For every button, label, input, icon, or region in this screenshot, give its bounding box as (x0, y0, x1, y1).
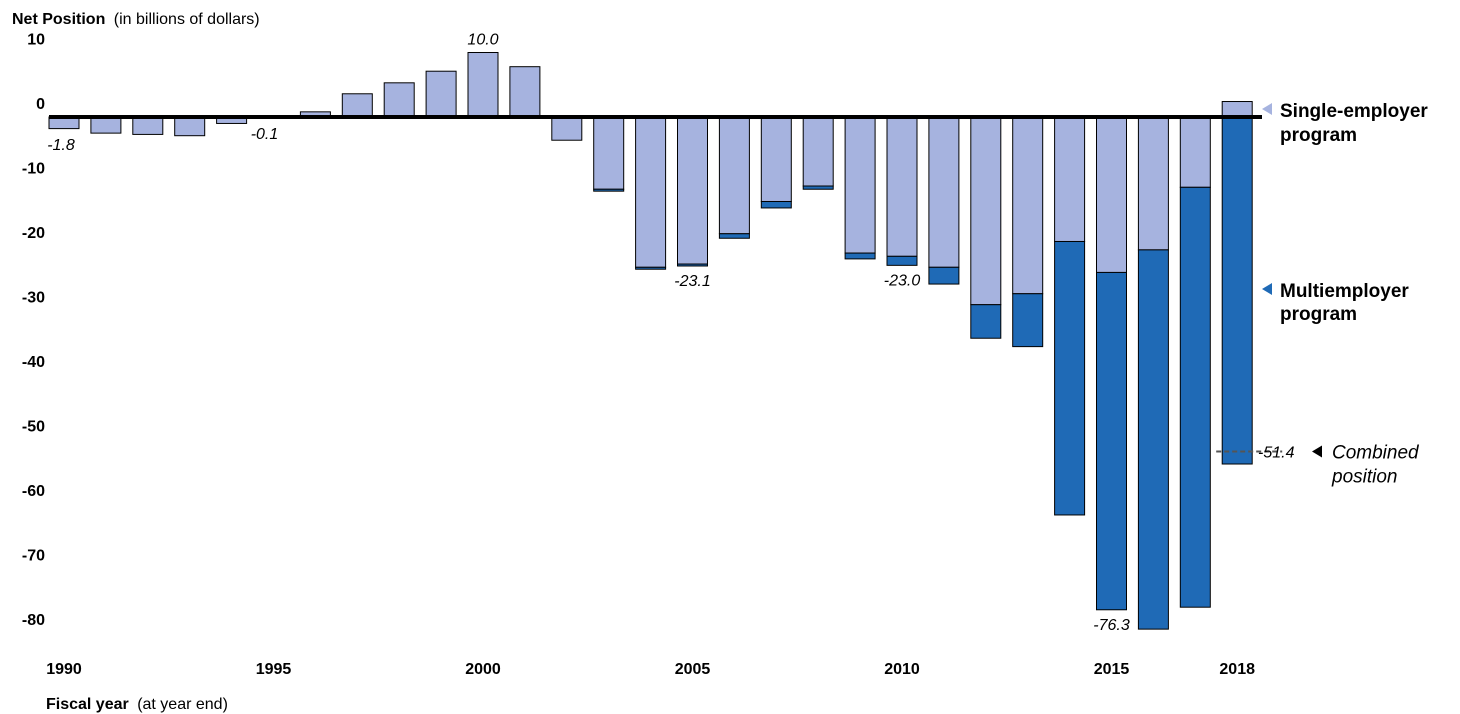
legend-multiemployer-line2: program (1280, 304, 1357, 325)
legend-multiemployer: Multiemployer program (1262, 281, 1409, 325)
legend-single-employer-line2: program (1280, 125, 1357, 146)
bar-single-employer-2018 (1221, 101, 1253, 118)
bar-multiemployer-2016 (1137, 249, 1169, 630)
y-tick-label: -20 (22, 225, 45, 242)
legend-single-employer-line1: Single-employer (1280, 101, 1428, 122)
bar-single-employer-2010 (886, 116, 918, 257)
bar-single-employer-2003 (593, 116, 625, 190)
bar-single-employer-2007 (760, 116, 792, 202)
bar-multiemployer-2008 (802, 185, 834, 190)
bar-single-employer-2015 (1096, 116, 1127, 273)
combined-position-label-line2: position (1331, 467, 1398, 488)
chart-title-bold: Net Position (12, 11, 105, 28)
x-axis-label: Fiscal year (at year end) (46, 696, 228, 713)
legend-multiemployer-line1: Multiemployer (1280, 281, 1409, 302)
bar-single-employer-2004 (635, 116, 667, 268)
bar-multiemployer-2012 (970, 304, 1002, 339)
value-label-1990: -1.8 (47, 137, 75, 154)
value-label-2005: -23.1 (674, 273, 710, 290)
bar-single-employer-1993 (174, 116, 206, 137)
y-axis-ticks: 10 0 -10 -20 -30 -40 -50 -60 -70 -80 (22, 32, 45, 630)
bar-single-employer-2006 (718, 116, 750, 235)
bar-multiemployer-2013 (1012, 293, 1044, 348)
bar-multiemployer-2011 (928, 266, 960, 285)
bar-multiemployer-2006 (718, 233, 750, 239)
bar-multiemployer-2015 (1096, 271, 1127, 611)
x-tick-label: 2000 (465, 661, 501, 678)
x-axis-label-rest: (at year end) (137, 696, 228, 713)
bar-single-employer-2000 (467, 52, 499, 118)
combined-position-arrow (1312, 445, 1322, 458)
bar-single-employer-2005 (677, 116, 708, 265)
y-tick-label: -50 (22, 419, 45, 436)
y-tick-label: 10 (27, 32, 45, 49)
bar-single-employer-2002 (551, 116, 583, 141)
x-axis-ticks: 1990 1995 2000 2005 2010 2015 2018 (46, 661, 1255, 678)
bar-multiemployer-2010 (886, 255, 918, 266)
bar-single-employer-2011 (928, 116, 960, 268)
y-tick-label: -10 (22, 161, 45, 178)
x-tick-label: 1995 (256, 661, 292, 678)
bar-single-employer-2013 (1012, 116, 1044, 295)
x-tick-label: 2005 (675, 661, 711, 678)
x-tick-label: 2015 (1094, 661, 1130, 678)
bar-single-employer-2008 (802, 116, 834, 187)
combined-position-value: -51.4 (1258, 445, 1295, 462)
legend-multiemployer-marker (1262, 283, 1272, 295)
chart-title-rest: (in billions of dollars) (114, 11, 260, 28)
bars (48, 52, 1253, 630)
bar-multiemployer-2007 (760, 200, 792, 209)
value-label-1995: -0.1 (251, 126, 279, 143)
bar-single-employer-1992 (132, 116, 164, 135)
bar-multiemployer-2009 (844, 252, 876, 260)
bar-single-employer-2016 (1137, 116, 1169, 251)
combined-position-marker: -51.4 Combined position (1216, 443, 1420, 488)
chart-title: Net Position (in billions of dollars) (12, 11, 260, 28)
bar-multiemployer-2004 (635, 266, 667, 270)
y-tick-label: 0 (36, 96, 45, 113)
bar-single-employer-1998 (383, 82, 415, 118)
x-tick-label: 2010 (884, 661, 920, 678)
x-axis-label-bold: Fiscal year (46, 696, 129, 713)
bar-single-employer-2012 (970, 116, 1002, 306)
y-tick-label: -30 (22, 290, 45, 307)
bar-single-employer-2017 (1179, 116, 1211, 188)
y-tick-label: -60 (22, 483, 45, 500)
bar-single-employer-2001 (509, 66, 541, 118)
combined-position-label-line1: Combined (1332, 443, 1420, 464)
bar-single-employer-1997 (341, 93, 373, 118)
bar-single-employer-1991 (90, 116, 122, 134)
bar-single-employer-2014 (1054, 116, 1086, 242)
x-tick-label: 2018 (1219, 661, 1255, 678)
bar-multiemployer-2017 (1179, 186, 1211, 608)
y-tick-label: -40 (22, 354, 45, 371)
bar-single-employer-1999 (425, 70, 457, 118)
value-label-2000: 10.0 (467, 32, 498, 49)
bar-multiemployer-2014 (1054, 240, 1086, 516)
x-tick-label: 1990 (46, 661, 82, 678)
bar-single-employer-2009 (844, 116, 876, 254)
legend-single-employer-marker (1262, 103, 1272, 115)
value-label-2015: -76.3 (1093, 617, 1130, 634)
bar-multiemployer-2005 (677, 263, 708, 267)
value-label-2010: -23.0 (884, 272, 921, 289)
value-annotations: -1.8 -0.1 10.0 -23.1 -23.0 -76.3 (47, 32, 1130, 634)
bar-multiemployer-2003 (593, 188, 625, 192)
legend-single-employer: Single-employer program (1262, 101, 1428, 146)
y-tick-label: -70 (22, 548, 45, 565)
y-tick-label: -80 (22, 612, 45, 629)
bar-multiemployer-2018 (1221, 116, 1253, 465)
